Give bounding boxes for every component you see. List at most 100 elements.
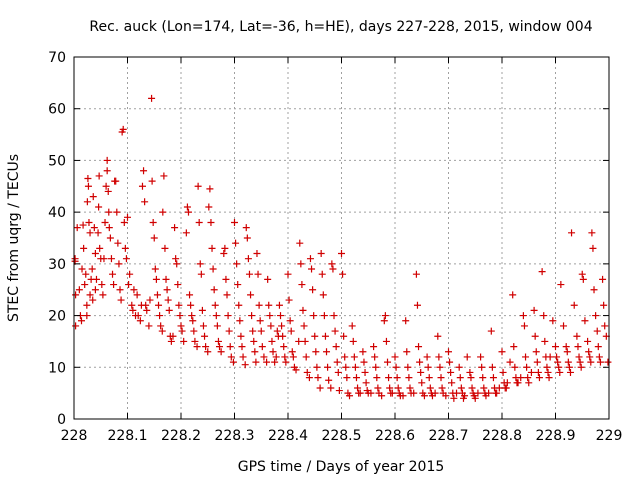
data-point [115,260,123,268]
data-point [113,208,121,216]
data-point [471,394,479,402]
data-point [243,234,251,242]
data-point [586,353,594,361]
data-point [393,374,401,382]
data-point [540,312,548,320]
data-point [312,348,320,356]
data-point [268,337,276,345]
data-point [587,358,595,366]
data-point [98,281,106,289]
data-point [434,332,442,340]
data-point [117,296,125,304]
data-point [160,172,168,180]
data-point [334,368,342,376]
data-point [599,275,607,283]
data-point [426,384,434,392]
data-point [388,389,396,397]
data-point [254,270,262,278]
data-point [303,368,311,376]
data-point [342,363,350,371]
data-point [552,343,559,351]
data-point [96,244,104,252]
data-point [593,327,601,335]
data-point [109,270,117,278]
data-point [86,291,94,299]
data-point [129,306,137,314]
data-point [576,358,584,366]
data-point [197,270,205,278]
data-point [339,270,347,278]
data-point [466,368,474,376]
data-point [272,353,280,361]
data-point [84,182,92,190]
data-point [321,332,329,340]
x-tick-labels: 228 228.1 228.2 228.3 228.4 228.5 228.6 228.7 22… [61,428,623,444]
data-point [298,281,306,289]
data-point [110,281,118,289]
data-point [156,312,164,320]
data-point [155,301,163,309]
x-tick-label: 228.2 [161,428,201,444]
data-point [431,389,439,397]
data-point [589,244,597,252]
data-point [549,317,557,325]
data-point [425,374,433,382]
data-point [77,317,85,325]
data-point [488,363,496,371]
data-point [446,358,454,366]
data-point [266,312,274,320]
data-point [544,368,552,376]
data-point [354,384,362,392]
y-tick-label: 10 [48,360,66,376]
data-point [565,363,573,371]
data-point [510,343,518,351]
data-point [174,281,182,289]
data-point [81,281,89,289]
data-point [149,218,157,226]
data-point [416,358,424,366]
data-point [224,312,232,320]
data-point [415,343,423,351]
data-point [72,322,80,330]
data-point [125,281,133,289]
data-point [531,332,539,340]
data-point [202,343,210,351]
data-point [148,177,156,185]
data-point [302,353,310,361]
data-point [205,203,213,211]
data-point [311,332,319,340]
data-point [509,291,517,299]
data-point [533,358,541,366]
data-point [562,343,570,351]
data-point [173,260,181,268]
data-point [523,363,531,371]
data-point [543,363,551,371]
data-point [596,358,604,366]
data-point [229,358,237,366]
data-point [327,384,335,392]
data-point [313,363,321,371]
data-point [198,306,206,314]
data-point [217,348,225,356]
data-point [412,270,420,278]
x-tick-label: 229 [596,428,623,444]
data-point [180,337,188,345]
data-point [324,363,332,371]
data-point [450,394,458,402]
data-point [213,322,221,330]
chart-title: Rec. auck (Lon=174, Lat=-36, h=HE), days… [89,19,592,35]
data-point [343,374,351,382]
y-tick-label: 70 [48,50,66,66]
data-point [255,301,263,309]
data-point [333,358,341,366]
data-point [142,301,150,309]
y-tick-label: 30 [48,257,66,273]
data-point [314,374,322,382]
data-point [570,301,578,309]
data-point [150,234,158,242]
data-point [90,224,98,232]
data-point [75,286,83,294]
y-tick-label: 0 [57,412,66,428]
x-tick-label: 228.4 [268,428,308,444]
data-point [84,175,92,183]
